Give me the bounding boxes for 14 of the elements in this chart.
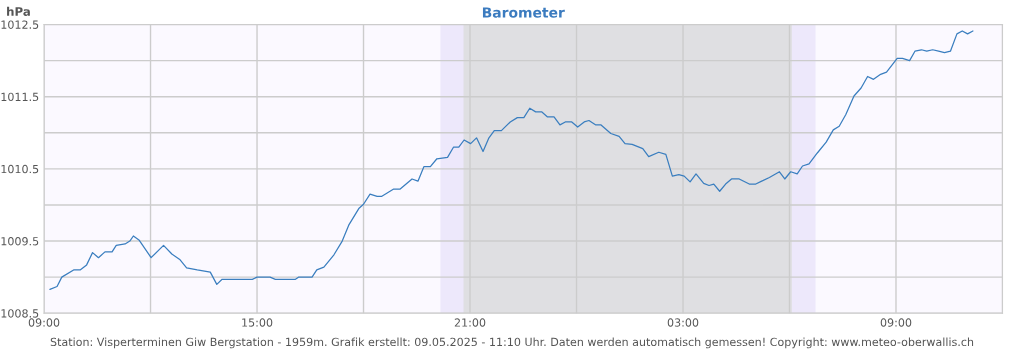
y-tick-label: 1011.5 (1, 92, 39, 102)
y-axis-title: hPa (7, 6, 30, 16)
y-tick-label: 1012.5 (1, 20, 39, 29)
x-tick-label: 09:00 (880, 318, 912, 327)
x-tick-label: 03:00 (667, 318, 699, 327)
x-tick-label: 15:00 (242, 318, 273, 327)
y-tick-label: 1008.5 (1, 309, 39, 318)
line-series (49, 30, 974, 291)
y-tick-label: 1009.5 (1, 237, 39, 246)
x-tick-label: 21:00 (454, 318, 486, 327)
text: Station: Visperterminen Giw Bergstation - 1959m. Grafik erstellt: 09.05.2025 - 11:10 Uhr. Daten werden automatisch gemessen! Copyright: www.meteo-oberwallis.ch (50, 337, 974, 349)
chart-title: Barometer (482, 7, 565, 18)
x-tick-label: 09:00 (28, 318, 60, 327)
y-tick-label: 1010.5 (1, 164, 39, 174)
